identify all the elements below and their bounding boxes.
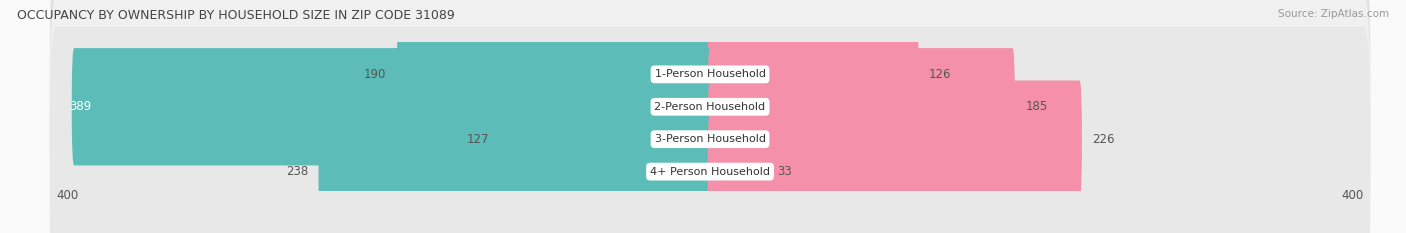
FancyBboxPatch shape bbox=[72, 48, 713, 165]
FancyBboxPatch shape bbox=[49, 0, 1371, 219]
FancyBboxPatch shape bbox=[707, 16, 918, 133]
FancyBboxPatch shape bbox=[707, 113, 766, 230]
Text: 400: 400 bbox=[1341, 189, 1364, 202]
Text: 127: 127 bbox=[467, 133, 489, 146]
FancyBboxPatch shape bbox=[319, 113, 713, 230]
Text: 2-Person Household: 2-Person Household bbox=[654, 102, 766, 112]
FancyBboxPatch shape bbox=[396, 16, 713, 133]
Text: 400: 400 bbox=[56, 189, 79, 202]
FancyBboxPatch shape bbox=[707, 81, 1081, 198]
FancyBboxPatch shape bbox=[49, 0, 1371, 233]
Text: OCCUPANCY BY OWNERSHIP BY HOUSEHOLD SIZE IN ZIP CODE 31089: OCCUPANCY BY OWNERSHIP BY HOUSEHOLD SIZE… bbox=[17, 9, 454, 22]
Text: 33: 33 bbox=[778, 165, 792, 178]
FancyBboxPatch shape bbox=[707, 48, 1015, 165]
Text: 1-Person Household: 1-Person Household bbox=[655, 69, 765, 79]
Text: Source: ZipAtlas.com: Source: ZipAtlas.com bbox=[1278, 9, 1389, 19]
FancyBboxPatch shape bbox=[49, 0, 1371, 233]
Text: 3-Person Household: 3-Person Household bbox=[655, 134, 765, 144]
FancyBboxPatch shape bbox=[49, 26, 1371, 233]
Text: 238: 238 bbox=[285, 165, 308, 178]
Text: 185: 185 bbox=[1025, 100, 1047, 113]
Text: 226: 226 bbox=[1092, 133, 1115, 146]
Text: 126: 126 bbox=[929, 68, 952, 81]
Text: 190: 190 bbox=[364, 68, 387, 81]
Text: 389: 389 bbox=[69, 100, 91, 113]
FancyBboxPatch shape bbox=[501, 81, 713, 198]
Text: 4+ Person Household: 4+ Person Household bbox=[650, 167, 770, 177]
